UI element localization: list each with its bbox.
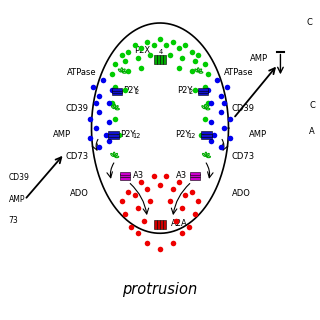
Text: P2Y: P2Y — [175, 130, 191, 139]
Text: A3: A3 — [176, 171, 187, 180]
Bar — [190, 174, 200, 177]
Text: P2Y: P2Y — [120, 130, 136, 139]
Text: CD39: CD39 — [232, 104, 255, 113]
Text: 2: 2 — [134, 90, 139, 95]
Bar — [154, 220, 157, 229]
Text: ADO: ADO — [232, 189, 251, 198]
Text: protrusion: protrusion — [122, 282, 198, 297]
Text: 12: 12 — [187, 133, 196, 140]
Bar — [190, 177, 200, 180]
Text: AMP: AMP — [249, 130, 267, 139]
Bar — [108, 136, 119, 139]
Bar — [163, 55, 166, 64]
Text: AMP: AMP — [9, 195, 25, 204]
Bar — [197, 92, 208, 95]
Text: AMP: AMP — [250, 53, 268, 62]
Bar — [201, 136, 212, 139]
Text: 4: 4 — [158, 49, 163, 55]
Text: 73: 73 — [9, 216, 19, 225]
Text: CD73: CD73 — [232, 152, 255, 161]
Text: CD39: CD39 — [9, 173, 29, 182]
Text: A: A — [309, 127, 315, 136]
Bar — [154, 55, 157, 64]
Text: 12: 12 — [132, 133, 140, 140]
Bar — [201, 134, 212, 137]
Text: P2Y: P2Y — [178, 86, 193, 95]
Text: ATPase: ATPase — [224, 68, 253, 76]
Bar — [108, 134, 119, 137]
Text: ADO: ADO — [69, 189, 88, 198]
Text: ATPase: ATPase — [67, 68, 96, 76]
Text: C: C — [307, 19, 312, 28]
Text: P2Y: P2Y — [123, 86, 139, 95]
Bar — [160, 55, 163, 64]
Text: C: C — [309, 101, 315, 110]
Bar — [157, 220, 160, 229]
Bar — [120, 172, 130, 175]
Bar — [112, 92, 123, 95]
Bar — [190, 172, 200, 175]
Text: A3: A3 — [133, 171, 144, 180]
Bar — [112, 88, 123, 91]
Bar — [201, 132, 212, 134]
Bar — [160, 220, 163, 229]
Text: CD73: CD73 — [65, 152, 88, 161]
Text: P2X: P2X — [134, 45, 150, 55]
Bar — [197, 90, 208, 93]
Bar — [120, 177, 130, 180]
Bar — [112, 90, 123, 93]
Bar — [157, 55, 160, 64]
Text: AMP: AMP — [53, 130, 71, 139]
Bar — [163, 220, 166, 229]
Text: A2A: A2A — [171, 219, 188, 228]
Text: CD39: CD39 — [65, 104, 88, 113]
Bar — [197, 88, 208, 91]
Bar — [108, 132, 119, 134]
Text: 2: 2 — [189, 90, 193, 95]
Bar — [120, 174, 130, 177]
